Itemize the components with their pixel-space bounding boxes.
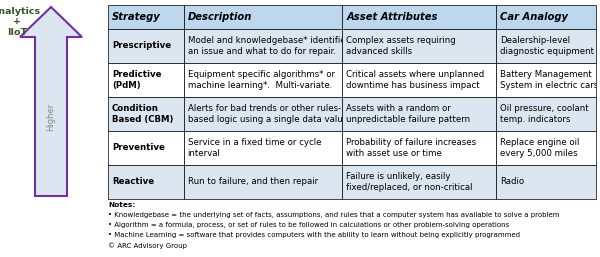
Text: Battery Management
System in electric cars: Battery Management System in electric ca… bbox=[500, 70, 598, 90]
Bar bbox=[108, 165, 184, 199]
Text: Condition
Based (CBM): Condition Based (CBM) bbox=[112, 104, 173, 124]
Bar bbox=[496, 5, 596, 29]
Bar bbox=[342, 131, 496, 165]
Bar bbox=[108, 63, 184, 97]
Bar bbox=[496, 165, 596, 199]
Text: Description: Description bbox=[188, 12, 252, 22]
Text: Probability of failure increases
with asset use or time: Probability of failure increases with as… bbox=[346, 138, 476, 158]
Bar bbox=[496, 97, 596, 131]
Text: Dealership-level
diagnostic equipment: Dealership-level diagnostic equipment bbox=[500, 36, 594, 56]
Text: Oil pressure, coolant
temp. indicators: Oil pressure, coolant temp. indicators bbox=[500, 104, 589, 124]
Text: Car Analogy: Car Analogy bbox=[500, 12, 568, 22]
Text: Notes:: Notes: bbox=[108, 202, 135, 208]
Text: Complex assets requiring
advanced skills: Complex assets requiring advanced skills bbox=[346, 36, 456, 56]
Bar bbox=[108, 29, 184, 63]
Bar bbox=[184, 5, 342, 29]
Text: Asset Attributes: Asset Attributes bbox=[346, 12, 438, 22]
Text: © ARC Advisory Group: © ARC Advisory Group bbox=[108, 242, 187, 249]
Text: Prescriptive: Prescriptive bbox=[112, 41, 171, 50]
Text: • Knowledgebase = the underlying set of facts, assumptions, and rules that a com: • Knowledgebase = the underlying set of … bbox=[108, 212, 560, 218]
Bar bbox=[342, 29, 496, 63]
Text: Higher: Higher bbox=[47, 102, 56, 131]
Bar bbox=[108, 5, 184, 29]
Bar bbox=[184, 131, 342, 165]
Text: • Algorithm = a formula, process, or set of rules to be followed in calculations: • Algorithm = a formula, process, or set… bbox=[108, 222, 509, 228]
Polygon shape bbox=[20, 7, 82, 196]
Text: Strategy: Strategy bbox=[112, 12, 161, 22]
Bar bbox=[496, 63, 596, 97]
Bar bbox=[184, 63, 342, 97]
Bar bbox=[496, 131, 596, 165]
Bar bbox=[184, 97, 342, 131]
Bar bbox=[184, 29, 342, 63]
Text: • Machine Learning = software that provides computers with the ability to learn : • Machine Learning = software that provi… bbox=[108, 232, 520, 238]
Text: Replace engine oil
every 5,000 miles: Replace engine oil every 5,000 miles bbox=[500, 138, 580, 158]
Text: Reactive: Reactive bbox=[112, 178, 154, 187]
Text: Critical assets where unplanned
downtime has business impact: Critical assets where unplanned downtime… bbox=[346, 70, 484, 90]
Text: Radio: Radio bbox=[500, 178, 524, 187]
Bar bbox=[342, 97, 496, 131]
Bar bbox=[342, 63, 496, 97]
Text: Predictive
(PdM): Predictive (PdM) bbox=[112, 70, 161, 90]
Text: Equipment specific algorithms* or
machine learning*.  Multi-variate.: Equipment specific algorithms* or machin… bbox=[188, 70, 335, 90]
Text: Service in a fixed time or cycle
interval: Service in a fixed time or cycle interva… bbox=[188, 138, 321, 158]
Bar bbox=[108, 97, 184, 131]
Text: Analytics
+
IIoT: Analytics + IIoT bbox=[0, 7, 41, 37]
Bar bbox=[184, 165, 342, 199]
Bar bbox=[342, 5, 496, 29]
Text: Preventive: Preventive bbox=[112, 143, 165, 152]
Bar bbox=[496, 29, 596, 63]
Bar bbox=[108, 131, 184, 165]
Text: Run to failure, and then repair: Run to failure, and then repair bbox=[188, 178, 318, 187]
Text: Alerts for bad trends or other rules-
based logic using a single data value.: Alerts for bad trends or other rules- ba… bbox=[188, 104, 350, 124]
Text: Assets with a random or
unpredictable failure pattern: Assets with a random or unpredictable fa… bbox=[346, 104, 470, 124]
Text: Failure is unlikely, easily
fixed/replaced, or non-critical: Failure is unlikely, easily fixed/replac… bbox=[346, 172, 473, 192]
Text: Model and knowledgebase* identifies
an issue and what to do for repair.: Model and knowledgebase* identifies an i… bbox=[188, 36, 350, 56]
Bar bbox=[342, 165, 496, 199]
